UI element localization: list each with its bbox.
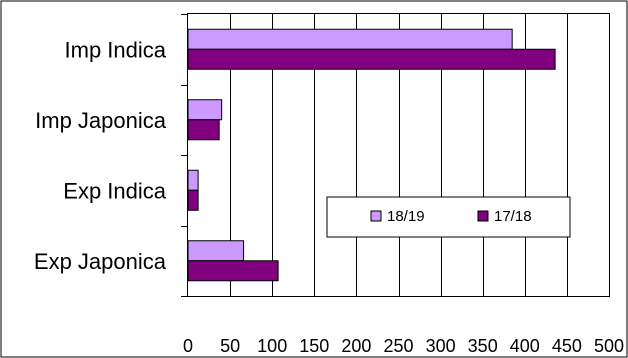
legend-box	[326, 196, 571, 238]
bar-series-2	[187, 260, 279, 282]
x-tick-label: 250	[383, 336, 413, 356]
x-tick-label: 400	[510, 336, 540, 356]
bar-series-2	[187, 48, 556, 70]
category-label: Imp Japonica	[35, 108, 167, 133]
x-axis-tick-labels: 0 50 100 150 200 250 300 350 400 450 500	[183, 336, 624, 356]
bar-series-2	[187, 189, 199, 211]
bar-series-1	[187, 28, 513, 50]
bar-series-1	[187, 99, 223, 121]
category-label: Exp Japonica	[34, 249, 167, 274]
x-tick-label: 200	[341, 336, 371, 356]
category-label: Imp Indica	[65, 37, 167, 62]
x-tick-label: 50	[220, 336, 240, 356]
bar-series-1	[187, 169, 199, 191]
x-tick-label: 300	[426, 336, 456, 356]
legend: 18/19 17/18	[326, 196, 571, 238]
x-tick-label: 450	[552, 336, 582, 356]
bar-series-1	[187, 240, 245, 262]
legend-label: 17/18	[494, 208, 532, 225]
category-labels: Imp Indica Imp Japonica Exp Indica Exp Japo…	[34, 37, 167, 274]
y-axis	[181, 14, 188, 297]
bar-series-2	[187, 119, 220, 141]
x-tick-label: 0	[183, 336, 193, 356]
x-tick-label: 150	[299, 336, 329, 356]
category-label: Exp Indica	[63, 178, 166, 203]
x-tick-label: 350	[468, 336, 498, 356]
x-tick-label: 500	[594, 336, 624, 356]
x-tick-label: 100	[257, 336, 287, 356]
legend-swatch	[370, 210, 382, 222]
legend-swatch	[477, 210, 489, 222]
legend-label: 18/19	[387, 208, 425, 225]
